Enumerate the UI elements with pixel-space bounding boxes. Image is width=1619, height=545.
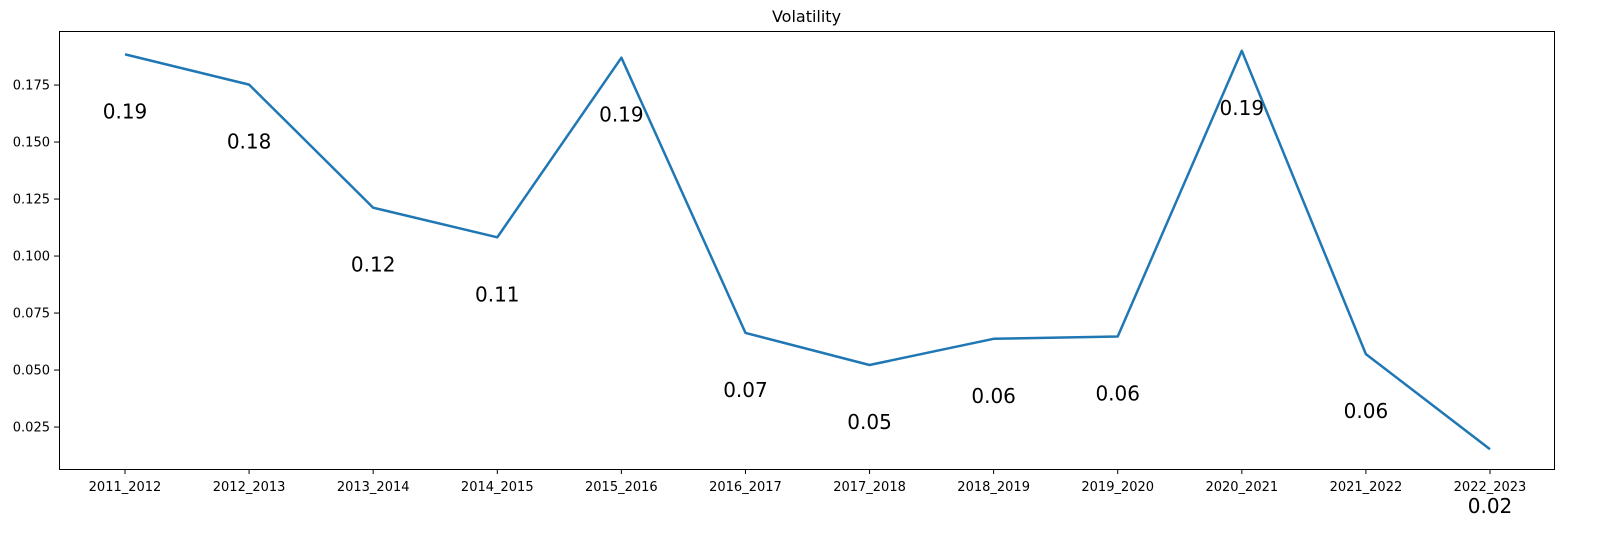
x-tick-label: 2016_2017: [709, 480, 782, 495]
volatility-series-line: [124, 49, 1491, 451]
x-tick-label: 2012_2013: [213, 480, 286, 495]
y-tick-label: 0.025: [13, 421, 50, 436]
x-tick-label: 2021_2022: [1330, 480, 1403, 495]
data-label: 0.18: [227, 130, 272, 154]
chart-title: Volatility: [772, 7, 841, 26]
data-label: 0.07: [723, 378, 768, 402]
data-label: 0.06: [1344, 399, 1389, 423]
y-tick-label: 0.075: [13, 307, 50, 322]
y-tick-label: 0.175: [13, 79, 50, 94]
x-tick-label: 2013_2014: [337, 480, 410, 495]
y-tick-label: 0.150: [13, 136, 50, 151]
y-tick-label: 0.125: [13, 193, 50, 208]
x-axis: 2011_2012 2012_2013 2013_2014 2014_2015 2015…: [89, 469, 1527, 495]
y-tick-label: 0.050: [13, 364, 50, 379]
x-tick-label: 2019_2020: [1081, 480, 1154, 495]
data-label: 0.19: [599, 103, 644, 127]
y-tick-label: 0.100: [13, 250, 50, 265]
y-axis: 0.025 0.050 0.075 0.100 0.125 0.150 0.175: [13, 79, 59, 436]
plot-area-frame: [59, 31, 1555, 470]
data-label: 0.02: [1468, 494, 1513, 518]
data-label: 0.06: [971, 384, 1016, 408]
data-label: 0.05: [847, 410, 892, 434]
x-tick-label: 2014_2015: [461, 480, 534, 495]
data-label: 0.11: [475, 282, 520, 306]
data-label: 0.19: [103, 99, 148, 123]
data-label: 0.12: [351, 253, 396, 277]
x-tick-label: 2018_2019: [957, 480, 1030, 495]
x-tick-label: 2015_2016: [585, 480, 658, 495]
x-tick-label: 2011_2012: [89, 480, 162, 495]
x-tick-label: 2020_2021: [1205, 480, 1278, 495]
x-tick-label: 2022_2023: [1454, 480, 1527, 495]
data-labels: 0.19 0.18 0.12 0.11 0.19 0.07 0.05 0.06 0.06 0.19…: [103, 96, 1513, 518]
data-label: 0.19: [1220, 96, 1265, 120]
data-label: 0.06: [1095, 382, 1140, 406]
x-tick-label: 2017_2018: [833, 480, 906, 495]
